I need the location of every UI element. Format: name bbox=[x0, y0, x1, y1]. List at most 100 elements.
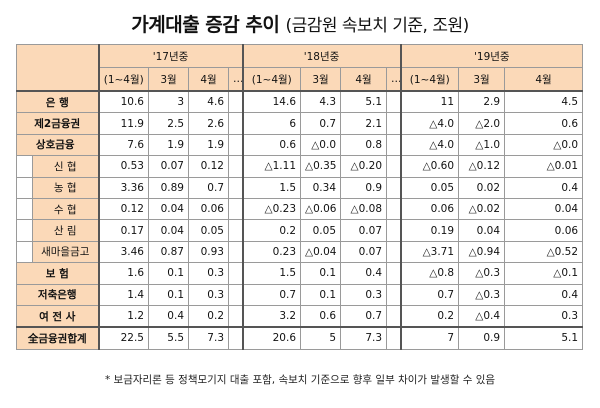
table-cell: 1.4 bbox=[97, 283, 149, 306]
header-period: 4월 bbox=[504, 67, 584, 92]
row-label: 여 전 사 bbox=[16, 304, 99, 328]
header-period: 4월 bbox=[188, 67, 229, 92]
table-cell: 0.07 bbox=[148, 155, 189, 178]
table-cell: △0.3 bbox=[458, 283, 506, 306]
table-cell: 0.04 bbox=[504, 197, 584, 221]
table-cell: 7 bbox=[399, 326, 460, 350]
table-cell: △0.0 bbox=[504, 133, 584, 157]
table-cell: 0.2 bbox=[399, 304, 460, 328]
row-label: 보 험 bbox=[16, 262, 99, 285]
table-cell: 0.6 bbox=[300, 304, 342, 328]
table-cell: 0.07 bbox=[340, 240, 388, 264]
table-cell: 1.9 bbox=[148, 133, 189, 157]
table-cell: 3.2 bbox=[241, 304, 302, 328]
table-cell bbox=[386, 283, 402, 306]
indent-cell bbox=[16, 176, 33, 199]
table-row: 은 행 10.6 3 4.6 14.6 4.3 5.1 11 2.9 4.5 bbox=[16, 90, 584, 114]
table-cell: 0.34 bbox=[300, 176, 342, 199]
table-cell bbox=[386, 326, 402, 350]
table-cell bbox=[386, 240, 402, 264]
loan-table: '17년중 '18년중 '19년중 (1~4월) 3월 4월 … (1~4월) … bbox=[16, 44, 584, 350]
table-cell: 0.23 bbox=[241, 240, 302, 264]
table-cell: 1.5 bbox=[241, 176, 302, 199]
row-label: 새마을금고 bbox=[32, 240, 99, 264]
header-period: … bbox=[227, 67, 244, 92]
table-row: 보 험 1.6 0.1 0.3 1.5 0.1 0.4 △0.8 △0.3 △0.1 bbox=[16, 262, 584, 285]
table-cell: 5.1 bbox=[504, 326, 584, 350]
table-row: 상호금융 7.6 1.9 1.9 0.6 △0.0 0.8 △4.0 △1.0 △0.0 bbox=[16, 133, 584, 157]
table-cell: 0.3 bbox=[188, 262, 229, 285]
table-cell: 0.2 bbox=[241, 219, 302, 242]
table-cell: 7.3 bbox=[340, 326, 388, 350]
table-cell: 0.4 bbox=[340, 262, 388, 285]
table-cell bbox=[227, 219, 244, 242]
table-cell: 10.6 bbox=[97, 90, 149, 114]
table-cell: 4.3 bbox=[300, 90, 342, 114]
header-period: (1~4월) bbox=[97, 67, 149, 92]
header-period: 3월 bbox=[458, 67, 506, 92]
table-row: 제2금융권 11.9 2.5 2.6 6 0.7 2.1 △4.0 △2.0 0.6 bbox=[16, 112, 584, 135]
table-cell bbox=[386, 262, 402, 285]
table-cell: 0.1 bbox=[148, 283, 189, 306]
indent-cell bbox=[16, 240, 33, 264]
title-main: 가계대출 증감 추이 bbox=[131, 14, 280, 36]
table-cell: △0.06 bbox=[300, 197, 342, 221]
table-cell: 0.3 bbox=[504, 304, 584, 328]
header-corner bbox=[16, 44, 99, 92]
table-row: 여 전 사 1.2 0.4 0.2 3.2 0.6 0.7 0.2 △0.4 0.3 bbox=[16, 304, 584, 328]
table-cell: 0.9 bbox=[340, 176, 388, 199]
table-cell bbox=[227, 326, 244, 350]
header-period: 4월 bbox=[340, 67, 388, 92]
table-cell: △0.52 bbox=[504, 240, 584, 264]
table-body: 은 행 10.6 3 4.6 14.6 4.3 5.1 11 2.9 4.5 제2금융권 11.9 2.… bbox=[16, 90, 584, 350]
table-cell: 0.06 bbox=[504, 219, 584, 242]
table-cell: 0.3 bbox=[340, 283, 388, 306]
table-cell: 3 bbox=[148, 90, 189, 114]
table-cell: 0.6 bbox=[241, 133, 302, 157]
table-cell: 0.7 bbox=[340, 304, 388, 328]
table-cell: 5.1 bbox=[340, 90, 388, 114]
table-cell: 6 bbox=[241, 112, 302, 135]
table-row: 산 림 0.17 0.04 0.05 0.2 0.05 0.07 0.19 0.04 0.06 bbox=[16, 219, 584, 242]
row-label: 상호금융 bbox=[16, 133, 99, 157]
header-period: … bbox=[386, 67, 402, 92]
table-cell: 14.6 bbox=[241, 90, 302, 114]
table-cell bbox=[227, 90, 244, 114]
table-cell: 0.4 bbox=[148, 304, 189, 328]
table-cell: 0.87 bbox=[148, 240, 189, 264]
table-cell: 11.9 bbox=[97, 112, 149, 135]
table-cell: 1.2 bbox=[97, 304, 149, 328]
table-cell bbox=[227, 262, 244, 285]
table-cell: 5 bbox=[300, 326, 342, 350]
table-cell: 0.02 bbox=[458, 176, 506, 199]
table-cell: 2.5 bbox=[148, 112, 189, 135]
table-cell: 0.19 bbox=[399, 219, 460, 242]
table-cell: △0.23 bbox=[241, 197, 302, 221]
table-cell bbox=[386, 176, 402, 199]
table-row: 새마을금고 3.46 0.87 0.93 0.23 △0.04 0.07 △3.71 △0.94… bbox=[16, 240, 584, 264]
table-cell bbox=[227, 304, 244, 328]
table-cell: △0.4 bbox=[458, 304, 506, 328]
table-cell: 11 bbox=[399, 90, 460, 114]
table-cell: 0.89 bbox=[148, 176, 189, 199]
table-cell bbox=[386, 304, 402, 328]
footnote: * 보금자리론 등 정책모기지 대출 포함, 속보치 기준으로 향후 일부 차이… bbox=[104, 374, 496, 386]
table-cell bbox=[386, 197, 402, 221]
indent-cell bbox=[16, 155, 33, 178]
table-cell: 0.9 bbox=[458, 326, 506, 350]
table-cell: △0.08 bbox=[340, 197, 388, 221]
table-cell: 0.4 bbox=[504, 283, 584, 306]
table-cell: 0.53 bbox=[97, 155, 149, 178]
table-cell: 5.5 bbox=[148, 326, 189, 350]
header-year-2019: '19년중 bbox=[399, 44, 584, 68]
row-label: 농 협 bbox=[32, 176, 99, 199]
table-cell: △0.12 bbox=[458, 155, 506, 178]
row-label: 저축은행 bbox=[16, 283, 99, 306]
table-cell bbox=[227, 197, 244, 221]
table-cell: 7.6 bbox=[97, 133, 149, 157]
table-cell: 22.5 bbox=[97, 326, 149, 350]
indent-cell bbox=[16, 197, 33, 221]
table-cell: 0.1 bbox=[148, 262, 189, 285]
table-cell: 0.93 bbox=[188, 240, 229, 264]
table-cell: 0.06 bbox=[188, 197, 229, 221]
